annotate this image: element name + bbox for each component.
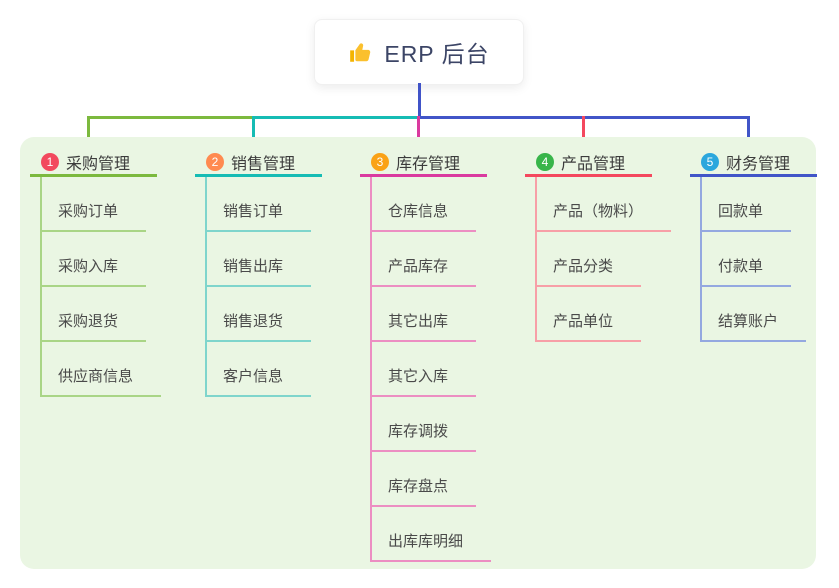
child-node-label: 产品分类 (553, 258, 614, 275)
child-node-product-stock[interactable]: 产品库存 (370, 232, 477, 287)
connector-horizontal-left (87, 116, 254, 119)
child-node-label: 产品单位 (553, 313, 614, 330)
child-node-label: 出库库明细 (388, 533, 464, 550)
child-node-product-category[interactable]: 产品分类 (535, 232, 642, 287)
child-node-receipt-bill[interactable]: 回款单 (700, 177, 792, 232)
branch-child-connector (40, 177, 42, 397)
child-node-label: 销售订单 (223, 203, 284, 220)
branch-number-badge: 2 (206, 152, 224, 171)
mindmap-board-background (20, 137, 816, 569)
child-node-label: 采购入库 (58, 258, 119, 275)
branch-children: 产品（物料） 产品分类 产品单位 (535, 177, 672, 342)
connector-drop-purchase (87, 116, 90, 151)
branch-number-badge: 5 (701, 152, 719, 171)
branch-children: 销售订单 销售出库 销售退货 客户信息 (205, 177, 312, 397)
branch-child-connector (700, 177, 702, 342)
child-node-label: 仓库信息 (388, 203, 449, 220)
child-node-payment-bill[interactable]: 付款单 (700, 232, 792, 287)
branch-children: 仓库信息 产品库存 其它出库 其它入库 库存调拨 库存盘点 出库库明细 (370, 177, 492, 562)
branch-children: 采购订单 采购入库 采购退货 供应商信息 (40, 177, 162, 397)
child-node-label: 客户信息 (223, 368, 284, 385)
child-node-label: 产品（物料） (553, 203, 644, 220)
branch-title-finance[interactable]: 5 财务管理 (690, 149, 817, 177)
thumbs-up-icon (348, 39, 374, 65)
branch-children: 回款单 付款单 结算账户 (700, 177, 807, 342)
child-node-label: 采购退货 (58, 313, 119, 330)
branch-title-sales[interactable]: 2 销售管理 (195, 149, 322, 177)
root-node-label: ERP 后台 (384, 41, 490, 67)
child-node-label: 其它出库 (388, 313, 449, 330)
connector-drop-finance (747, 116, 750, 151)
child-node-label: 其它入库 (388, 368, 449, 385)
connector-horizontal-mid (252, 116, 420, 119)
branch-title-inventory[interactable]: 3 库存管理 (360, 149, 487, 177)
child-node-label: 库存调拨 (388, 423, 449, 440)
connector-drop-product (582, 116, 585, 151)
child-node-warehouse-info[interactable]: 仓库信息 (370, 177, 477, 232)
branch-title-purchase[interactable]: 1 采购管理 (30, 149, 157, 177)
child-node-label: 销售退货 (223, 313, 284, 330)
child-node-purchase-order[interactable]: 采购订单 (40, 177, 147, 232)
branch-child-connector (535, 177, 537, 342)
child-node-other-inbound[interactable]: 其它入库 (370, 342, 477, 397)
child-node-supplier-info[interactable]: 供应商信息 (40, 342, 162, 397)
child-node-outbound-details[interactable]: 出库库明细 (370, 507, 492, 562)
child-node-label: 销售出库 (223, 258, 284, 275)
connector-drop-sales (252, 116, 255, 151)
branch-title-label: 产品管理 (561, 155, 626, 173)
child-node-stock-transfer[interactable]: 库存调拨 (370, 397, 477, 452)
root-connector-stem (418, 83, 421, 119)
child-node-product-material[interactable]: 产品（物料） (535, 177, 672, 232)
child-node-label: 库存盘点 (388, 478, 449, 495)
child-node-label: 供应商信息 (58, 368, 134, 385)
branch-child-connector (370, 177, 372, 562)
branch-title-label: 采购管理 (66, 155, 131, 173)
child-node-product-unit[interactable]: 产品单位 (535, 287, 642, 342)
branch-number-badge: 4 (536, 152, 554, 171)
branch-sales-management: 2 销售管理 销售订单 销售出库 销售退货 客户信息 (195, 149, 322, 397)
child-node-label: 付款单 (718, 258, 764, 275)
child-node-sales-order[interactable]: 销售订单 (205, 177, 312, 232)
child-node-sales-outbound[interactable]: 销售出库 (205, 232, 312, 287)
child-node-settlement-account[interactable]: 结算账户 (700, 287, 807, 342)
branch-title-product[interactable]: 4 产品管理 (525, 149, 652, 177)
child-node-other-outbound[interactable]: 其它出库 (370, 287, 477, 342)
branch-title-label: 销售管理 (231, 155, 296, 173)
branch-product-management: 4 产品管理 产品（物料） 产品分类 产品单位 (525, 149, 672, 342)
child-node-label: 结算账户 (718, 313, 779, 330)
child-node-purchase-inbound[interactable]: 采购入库 (40, 232, 147, 287)
child-node-label: 采购订单 (58, 203, 119, 220)
child-node-stock-taking[interactable]: 库存盘点 (370, 452, 477, 507)
branch-purchase-management: 1 采购管理 采购订单 采购入库 采购退货 供应商信息 (30, 149, 162, 397)
branch-finance-management: 5 财务管理 回款单 付款单 结算账户 (690, 149, 817, 342)
child-node-customer-info[interactable]: 客户信息 (205, 342, 312, 397)
branch-number-badge: 3 (371, 152, 389, 171)
branch-title-label: 财务管理 (726, 155, 791, 173)
branch-inventory-management: 3 库存管理 仓库信息 产品库存 其它出库 其它入库 库存调拨 库存盘点 出库库… (360, 149, 492, 562)
root-node-erp-backend[interactable]: ERP 后台 (314, 19, 524, 85)
connector-drop-inventory (417, 116, 420, 151)
branch-title-label: 库存管理 (396, 155, 461, 173)
child-node-purchase-return[interactable]: 采购退货 (40, 287, 147, 342)
child-node-sales-return[interactable]: 销售退货 (205, 287, 312, 342)
child-node-label: 回款单 (718, 203, 764, 220)
branch-child-connector (205, 177, 207, 397)
child-node-label: 产品库存 (388, 258, 449, 275)
branch-number-badge: 1 (41, 152, 59, 171)
